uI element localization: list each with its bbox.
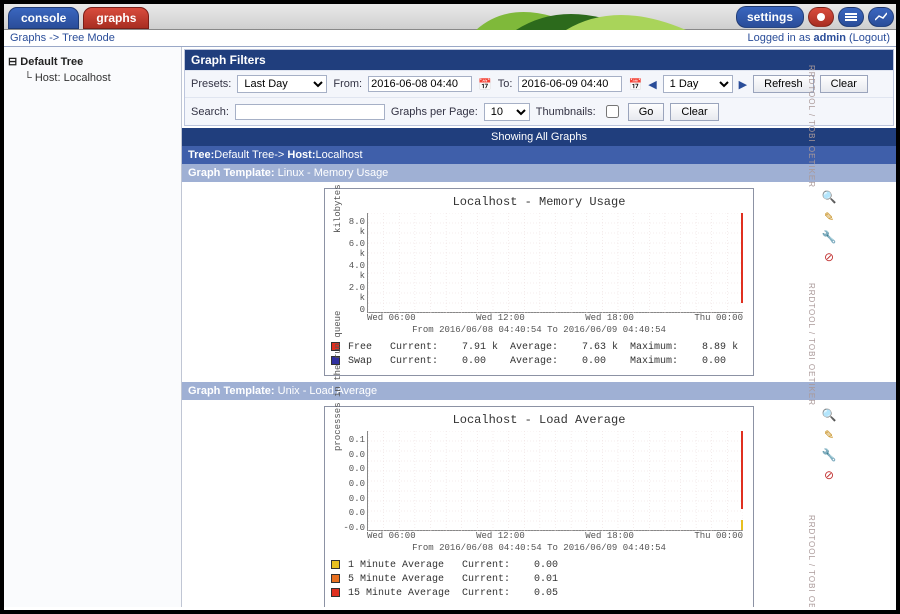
thumbnails-checkbox[interactable] <box>606 105 619 118</box>
clear-search-button[interactable]: Clear <box>670 103 718 121</box>
filters-title: Graph Filters <box>185 50 893 70</box>
tree-root[interactable]: ⊟ Default Tree <box>8 55 177 68</box>
tree-host-item[interactable]: └ Host: Localhost <box>24 72 179 84</box>
rrdtool-label: RRDTOOL / TOBI OETIKER <box>807 515 816 607</box>
refresh-button[interactable]: Refresh <box>753 75 814 93</box>
template-head: Graph Template: Linux - Memory Usage <box>182 164 896 182</box>
content-pane: Graph Filters Presets: Last Day From: 📅 … <box>182 47 896 607</box>
range-select[interactable]: 1 Day <box>663 75 733 93</box>
alert-icon[interactable] <box>808 7 834 27</box>
y-axis-label: processes in the run queue <box>333 311 343 451</box>
clear-button[interactable]: Clear <box>820 75 868 93</box>
rrdtool-label: RRDTOOL / TOBI OETIKER <box>807 65 816 188</box>
preset-select[interactable]: Last Day <box>237 75 327 93</box>
calendar-icon[interactable]: 📅 <box>478 78 492 91</box>
shift-left-icon[interactable]: ◀ <box>648 78 656 91</box>
graph-title: Localhost - Memory Usage <box>331 195 747 209</box>
graph-view-icon[interactable] <box>868 7 894 27</box>
zoom-icon[interactable]: 🔍 <box>822 408 836 422</box>
from-input[interactable] <box>368 76 472 92</box>
csv-icon[interactable]: ✎ <box>822 210 836 224</box>
tab-console[interactable]: console <box>8 7 79 29</box>
csv-icon[interactable]: ✎ <box>822 428 836 442</box>
props-icon[interactable]: 🔧 <box>822 230 836 244</box>
graph-card[interactable]: Localhost - Memory Usage kilobytes 8.0 k… <box>324 188 754 376</box>
stop-icon[interactable]: ⊘ <box>822 250 836 264</box>
breadcrumb-leaf: Tree Mode <box>62 32 115 44</box>
result-banner: Showing All Graphs <box>182 128 896 146</box>
breadcrumb-bar: Graphs -> Tree Mode Logged in as admin (… <box>4 30 896 47</box>
top-bar: console graphs settings <box>4 4 896 30</box>
logout-link[interactable]: Logout <box>853 32 887 44</box>
props-icon[interactable]: 🔧 <box>822 448 836 462</box>
graph-title: Localhost - Load Average <box>331 413 747 427</box>
rrdtool-label: RRDTOOL / TOBI OETIKER <box>807 283 816 406</box>
list-view-icon[interactable] <box>838 7 864 27</box>
zoom-icon[interactable]: 🔍 <box>822 190 836 204</box>
graph-caption: From 2016/06/08 04:40:54 To 2016/06/09 0… <box>331 325 747 335</box>
template-head: Graph Template: Unix - Load Average <box>182 382 896 400</box>
graph-row: RRDTOOL / TOBI OETIKER 🔍 ✎ 🔧 ⊘ Localhost… <box>182 400 896 607</box>
to-input[interactable] <box>518 76 622 92</box>
breadcrumb-root[interactable]: Graphs <box>10 32 46 44</box>
context-bar: Tree:Default Tree-> Host:Localhost <box>182 146 896 164</box>
calendar-icon[interactable]: 📅 <box>628 78 642 91</box>
gpp-select[interactable]: 10 <box>484 103 530 121</box>
go-button[interactable]: Go <box>628 103 665 121</box>
search-input[interactable] <box>235 104 385 120</box>
tab-graphs[interactable]: graphs <box>83 7 149 29</box>
graph-caption: From 2016/06/08 04:40:54 To 2016/06/09 0… <box>331 543 747 553</box>
logo-swoosh <box>476 4 686 30</box>
shift-right-icon[interactable]: ▶ <box>739 78 747 91</box>
graph-row: RRDTOOL / TOBI OETIKER 🔍 ✎ 🔧 ⊘ Localhost… <box>182 182 896 382</box>
stop-icon[interactable]: ⊘ <box>822 468 836 482</box>
graph-card[interactable]: Localhost - Load Average processes in th… <box>324 406 754 607</box>
settings-button[interactable]: settings <box>736 6 804 28</box>
tree-sidebar: ⊟ Default Tree └ Host: Localhost <box>4 47 182 607</box>
login-status: Logged in as admin (Logout) <box>747 32 890 44</box>
